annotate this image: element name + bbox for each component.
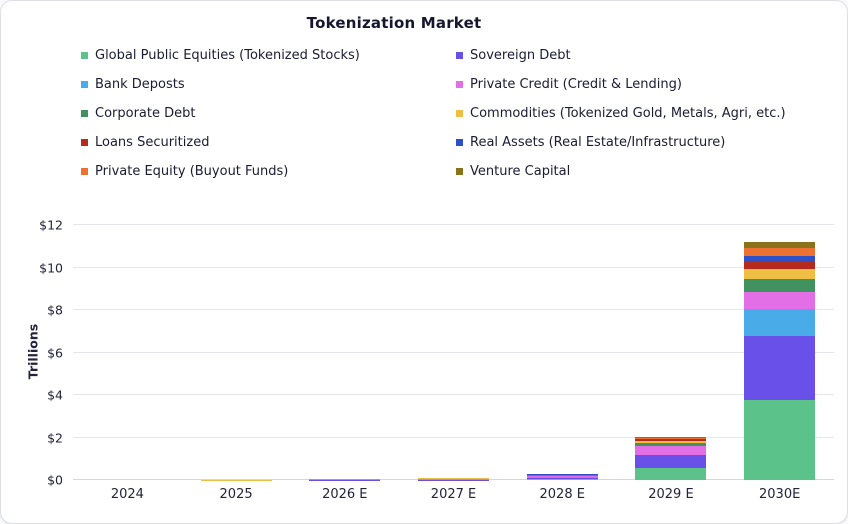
legend-swatch-icon: [81, 81, 88, 88]
legend-label: Sovereign Debt: [470, 48, 571, 63]
legend-swatch-icon: [456, 139, 463, 146]
gridline: [73, 224, 834, 225]
legend: Global Public Equities (Tokenized Stocks…: [81, 41, 847, 186]
legend-label: Commodities (Tokenized Gold, Metals, Agr…: [470, 106, 786, 121]
bar-segment: [744, 291, 816, 309]
bar-segment: [744, 400, 816, 480]
chart-title: Tokenization Market: [306, 14, 482, 32]
y-tick-label: $10: [39, 260, 63, 275]
x-axis-label: 2027 E: [430, 487, 477, 502]
legend-swatch-icon: [81, 110, 88, 117]
x-axis-label: 2030E: [759, 487, 801, 502]
stacked-bar: [635, 436, 707, 480]
legend-swatch-icon: [81, 139, 88, 146]
legend-swatch-icon: [81, 168, 88, 175]
x-axis-label: 2026 E: [322, 487, 368, 502]
bar-segment: [744, 248, 816, 257]
legend-item: Loans Securitized: [81, 135, 456, 150]
legend-swatch-icon: [456, 52, 463, 59]
legend-label: Venture Capital: [470, 164, 571, 179]
stacked-bar: [744, 242, 816, 480]
legend-item: Bank Deposts: [81, 77, 456, 92]
legend-label: Real Assets (Real Estate/Infrastructure): [470, 135, 726, 150]
bar-segment: [635, 443, 707, 446]
legend-label: Corporate Debt: [95, 106, 196, 121]
bar-segment: [635, 467, 707, 480]
legend-label: Loans Securitized: [95, 135, 210, 150]
gridline: [73, 436, 834, 438]
x-axis-labels: 2024 2025 2026 E 2027 E 2028 E 2029 E 2030E: [73, 487, 834, 502]
bar-slot-2024: [73, 225, 182, 480]
legend-item: Private Equity (Buyout Funds): [81, 164, 456, 179]
bar-segment: [744, 335, 816, 401]
x-axis-label: 2028 E: [539, 487, 585, 502]
bar-segment: [526, 478, 598, 480]
bar-segment: [744, 308, 816, 336]
bar-segment: [526, 474, 598, 476]
x-axis-label: 2029 E: [648, 487, 694, 502]
bar-segment: [744, 242, 816, 249]
gridline: [73, 266, 834, 268]
legend-swatch-icon: [456, 81, 463, 88]
bar-slot-2030e: [725, 225, 834, 480]
legend-swatch-icon: [81, 52, 88, 59]
bar-slot-2028e: [508, 225, 617, 480]
gridline: [73, 309, 834, 310]
bar-segment: [635, 438, 707, 441]
legend-swatch-icon: [456, 168, 463, 175]
legend-item: Venture Capital: [456, 164, 847, 179]
y-tick-label: $8: [47, 302, 63, 318]
y-tick-label: $6: [47, 345, 63, 360]
bar-segment: [635, 436, 707, 438]
bar-segment: [526, 477, 598, 479]
legend-item: Sovereign Debt: [456, 48, 847, 63]
y-tick-label: $2: [47, 430, 63, 445]
y-tick-label: $0: [47, 472, 63, 488]
x-axis-label: 2025: [219, 487, 253, 502]
bar-segment: [418, 478, 490, 480]
stacked-bar: [200, 478, 272, 480]
stacked-bar: [91, 478, 163, 480]
legend-item: Corporate Debt: [81, 106, 456, 121]
bar-segment: [635, 454, 707, 468]
bar-segment: [635, 440, 707, 444]
bar-slot-2025: [182, 225, 291, 480]
bar-slot-2026e: [290, 225, 399, 480]
legend-item: Commodities (Tokenized Gold, Metals, Agr…: [456, 106, 847, 121]
bar-segment: [526, 475, 598, 478]
legend-label: Global Public Equities (Tokenized Stocks…: [95, 48, 360, 63]
legend-swatch-icon: [456, 110, 463, 117]
legend-label: Private Equity (Buyout Funds): [95, 164, 289, 179]
legend-item: Private Credit (Credit & Lending): [456, 77, 847, 92]
bar-segment: [526, 479, 598, 480]
legend-label: Bank Deposts: [95, 77, 185, 92]
bar-segment: [635, 446, 707, 455]
bar-segment: [744, 256, 816, 262]
legend-item: Global Public Equities (Tokenized Stocks…: [81, 48, 456, 63]
plot-area: Trillions $0 $2 $4 $6 $8 $10 $12: [26, 218, 834, 488]
bars-container: [73, 225, 834, 480]
stacked-bar: [526, 468, 598, 480]
bar-segment: [635, 437, 707, 439]
bar-slot-2027e: [399, 225, 508, 480]
stacked-bar: [418, 474, 490, 480]
y-tick-label: $4: [47, 387, 63, 403]
bar-segment: [744, 261, 816, 269]
bar-slot-2029e: [617, 225, 726, 480]
bar-segment: [744, 268, 816, 279]
y-tick-label: $12: [39, 217, 63, 233]
gridline: [73, 351, 834, 353]
bar-segment: [744, 278, 816, 292]
legend-item: Real Assets (Real Estate/Infrastructure): [456, 135, 847, 150]
gridline: [73, 394, 834, 395]
x-axis-label: 2024: [110, 487, 144, 502]
legend-label: Private Credit (Credit & Lending): [470, 77, 682, 92]
stacked-bar: [309, 476, 381, 480]
